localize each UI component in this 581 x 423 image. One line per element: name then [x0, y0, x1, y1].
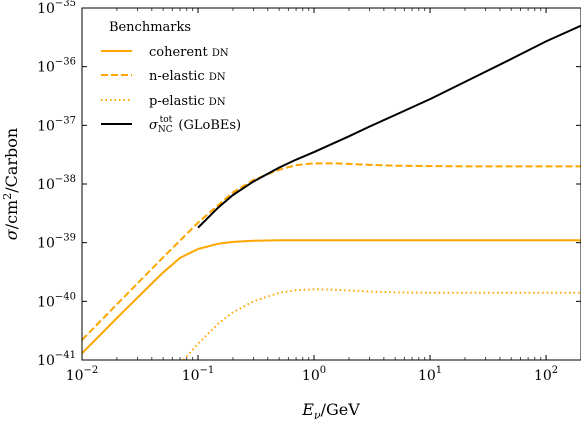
tick-labels: 10−2 10−1 100 101 102 10−41 10−40 10−39 10−38 10−…	[37, 0, 558, 384]
y-tick-label-3: 10−38	[37, 174, 76, 193]
x-tick-label-3: 101	[418, 365, 442, 384]
x-tick-label-2: 100	[302, 365, 326, 384]
x-tick-label-0: 10−2	[66, 365, 99, 384]
x-tick-label-4: 102	[534, 365, 558, 384]
series-line-3	[197, 24, 581, 229]
legend-label-n-elastic: n-elastic DN	[149, 69, 226, 84]
series-layer	[82, 24, 581, 360]
y-tick-label-4: 10−37	[37, 115, 76, 134]
legend-label-coherent: coherent DN	[149, 45, 229, 60]
series-line-0	[82, 239, 581, 355]
x-axis-label: Eν/GeV	[301, 400, 360, 422]
y-tick-label-5: 10−36	[37, 57, 76, 76]
series-line-1	[82, 162, 581, 341]
y-tick-label-0: 10−41	[37, 350, 76, 369]
series-line-2	[182, 288, 581, 360]
y-tick-label-6: 10−35	[37, 0, 76, 17]
x-tick-label-1: 10−1	[182, 365, 215, 384]
legend-label-p-elastic: p-elastic DN	[149, 94, 226, 109]
y-tick-label-2: 10−39	[37, 233, 76, 252]
y-tick-label-1: 10−40	[37, 291, 76, 310]
y-axis-label: σ/cm2/Carbon	[1, 128, 21, 240]
legend-label-globes: σNCtot (GLoBEs)	[149, 115, 241, 135]
ticks-layer	[81, 7, 581, 361]
legend: Benchmarks coherent DN n-elastic DN p-el…	[101, 20, 241, 135]
legend-title: Benchmarks	[109, 20, 191, 35]
